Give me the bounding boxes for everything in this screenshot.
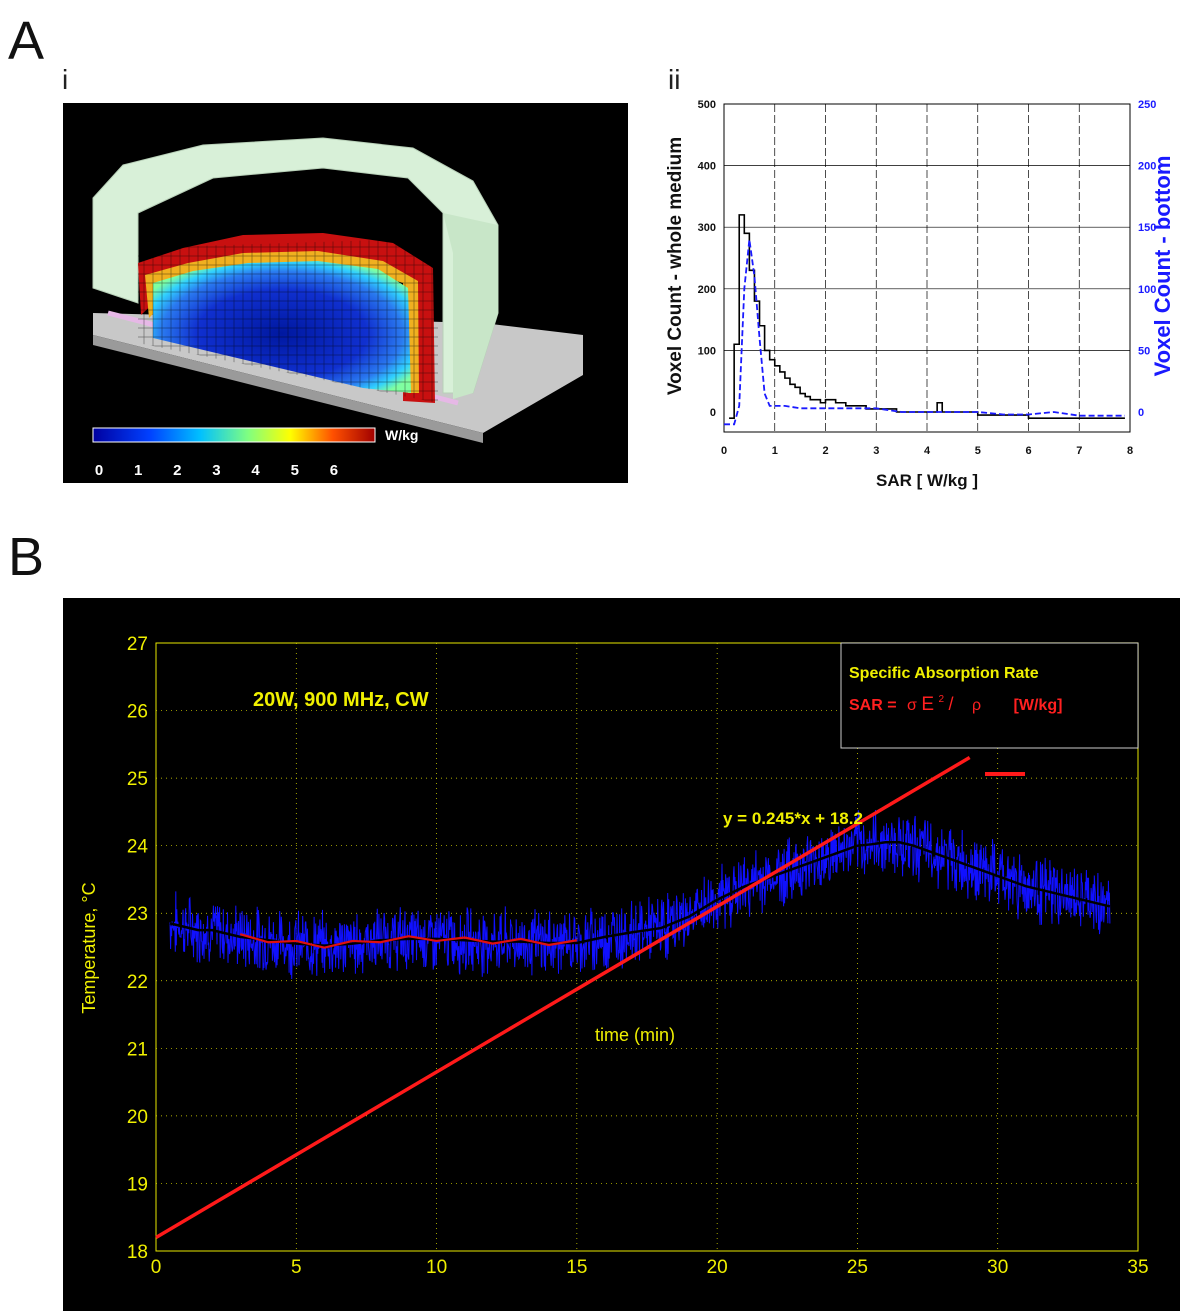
hist-y-tick-left-400: 400 bbox=[698, 161, 716, 173]
hist-x-tick-1: 1 bbox=[772, 445, 778, 457]
sar-voxel-rendering: W/kg 0 1 2 3 4 5 6 bbox=[63, 103, 628, 483]
hist-x-tick-3: 3 bbox=[873, 445, 879, 457]
hist-x-tick-5: 5 bbox=[975, 445, 981, 457]
hist-y-tick-right-100: 100 bbox=[1138, 284, 1156, 296]
colorbar-tick-5: 5 bbox=[291, 462, 299, 479]
hist-x-label: SAR [ W/kg ] bbox=[876, 471, 978, 490]
hist-y-ticks-right: 0 50 100 150 200 250 bbox=[1138, 99, 1156, 419]
temp-grid bbox=[156, 643, 1138, 1251]
hist-y-tick-right-0: 0 bbox=[1138, 407, 1144, 419]
subpanel-ii-label: ii bbox=[668, 64, 681, 95]
colorbar bbox=[92, 427, 376, 443]
sar-formula-rho: ρ bbox=[972, 697, 981, 714]
voxel-grid bbox=[138, 238, 438, 403]
hist-grid bbox=[724, 104, 1130, 432]
container-right-wall bbox=[443, 213, 498, 399]
temp-y-tick-25: 25 bbox=[127, 769, 148, 790]
hist-y-tick-right-50: 50 bbox=[1138, 345, 1150, 357]
hist-x-ticks: 0 1 2 3 4 5 6 7 8 bbox=[721, 445, 1133, 457]
panel-a-label: A bbox=[8, 11, 45, 71]
temp-x-tick-0: 0 bbox=[151, 1257, 162, 1278]
colorbar-tick-0: 0 bbox=[95, 462, 103, 479]
colorbar-unit: W/kg bbox=[385, 427, 418, 443]
hist-series bbox=[724, 214, 1125, 426]
temp-linear-fit bbox=[155, 755, 971, 1239]
histogram-svg: 0 1 2 3 4 5 6 7 8 0 100 200 300 400 500 0 50 100 150 200 2… bbox=[665, 99, 1175, 490]
subpanel-i-label: i bbox=[62, 64, 69, 95]
hist-plot-area bbox=[723, 103, 1131, 433]
temp-y-tick-18: 18 bbox=[127, 1242, 148, 1263]
temp-x-tick-30: 30 bbox=[987, 1257, 1008, 1278]
colorbar-tick-2: 2 bbox=[173, 462, 181, 479]
temp-y-ticks: 18 19 20 21 22 23 24 25 26 27 bbox=[127, 634, 149, 1263]
temp-y-tick-19: 19 bbox=[127, 1174, 148, 1195]
temperature-chart: 0 5 10 15 20 25 30 35 18 19 20 21 22 23 24 25 26 27 Spec… bbox=[63, 598, 1180, 1311]
temp-y-tick-26: 26 bbox=[127, 702, 148, 723]
hist-y-ticks-left: 0 100 200 300 400 500 bbox=[698, 99, 716, 419]
hist-y-tick-left-300: 300 bbox=[698, 222, 716, 234]
colorbar-tick-4: 4 bbox=[251, 462, 260, 479]
hist-y-tick-right-200: 200 bbox=[1138, 161, 1156, 173]
hist-x-tick-7: 7 bbox=[1076, 445, 1082, 457]
temp-x-tick-15: 15 bbox=[566, 1257, 587, 1278]
hist-y-label-left: Voxel Count - whole medium bbox=[665, 137, 686, 395]
hist-x-tick-4: 4 bbox=[924, 445, 931, 457]
sar-legend-title: Specific Absorption Rate bbox=[849, 665, 1039, 682]
colorbar-tick-3: 3 bbox=[212, 462, 220, 479]
sar-formula-slash: / bbox=[949, 694, 954, 714]
temp-x-tick-35: 35 bbox=[1127, 1257, 1148, 1278]
temp-y-tick-23: 23 bbox=[127, 904, 148, 925]
voxel-render-svg: W/kg 0 1 2 3 4 5 6 bbox=[92, 137, 583, 479]
colorbar-ticks: 0 1 2 3 4 5 6 bbox=[95, 462, 338, 479]
hist-y-tick-right-150: 150 bbox=[1138, 222, 1156, 234]
colorbar-tick-6: 6 bbox=[330, 462, 338, 479]
colorbar-tick-1: 1 bbox=[134, 462, 142, 479]
temp-x-tick-5: 5 bbox=[291, 1257, 302, 1278]
temperature-svg: 0 5 10 15 20 25 30 35 18 19 20 21 22 23 24 25 26 27 Spec… bbox=[79, 634, 1149, 1278]
hist-x-tick-2: 2 bbox=[822, 445, 828, 457]
temp-y-tick-27: 27 bbox=[127, 634, 148, 655]
temp-y-tick-24: 24 bbox=[127, 837, 149, 858]
hist-x-tick-8: 8 bbox=[1127, 445, 1133, 457]
sar-legend-formula: SAR = σ E 2 / ρ [W/kg] bbox=[849, 689, 1062, 715]
sar-formula-sup: 2 bbox=[939, 694, 945, 705]
sar-formula-e: E bbox=[921, 694, 934, 715]
panel-b-label: B bbox=[8, 527, 45, 587]
temp-y-tick-21: 21 bbox=[127, 1039, 148, 1060]
hist-x-tick-0: 0 bbox=[721, 445, 727, 457]
temp-smoothed-series bbox=[169, 841, 1111, 949]
sar-legend-box bbox=[840, 642, 1139, 749]
hist-x-tick-6: 6 bbox=[1025, 445, 1031, 457]
temp-y-label: Temperature, °C bbox=[79, 882, 99, 1013]
sar-formula-unit: [W/kg] bbox=[1014, 697, 1063, 714]
temp-x-tick-10: 10 bbox=[426, 1257, 447, 1278]
condition-annotation: 20W, 900 MHz, CW bbox=[253, 689, 429, 711]
base-slab-edge bbox=[93, 335, 483, 443]
hist-y-tick-left-0: 0 bbox=[710, 407, 716, 419]
temp-y-tick-22: 22 bbox=[127, 972, 148, 993]
temp-x-ticks: 0 5 10 15 20 25 30 35 bbox=[151, 1257, 1149, 1278]
temp-x-label: time (min) bbox=[595, 1025, 675, 1045]
sar-formula-sigma: σ bbox=[907, 697, 917, 714]
hist-series-bottom bbox=[724, 239, 1125, 426]
sar-histogram-chart: 0 1 2 3 4 5 6 7 8 0 100 200 300 400 500 0 50 100 150 200 2… bbox=[655, 90, 1175, 500]
hist-y-tick-right-250: 250 bbox=[1138, 99, 1156, 111]
temp-fit-line bbox=[155, 755, 971, 1239]
hist-y-tick-left-100: 100 bbox=[698, 345, 716, 357]
hist-y-tick-left-500: 500 bbox=[698, 99, 716, 111]
temp-baseline-segment bbox=[239, 933, 578, 949]
temp-x-tick-25: 25 bbox=[847, 1257, 868, 1278]
hist-y-tick-left-200: 200 bbox=[698, 284, 716, 296]
hist-y-label-right: Voxel Count - bottom bbox=[1150, 156, 1175, 377]
fit-equation: y = 0.245*x + 18.2 bbox=[723, 809, 863, 828]
temp-y-tick-20: 20 bbox=[127, 1107, 148, 1128]
temp-x-tick-20: 20 bbox=[707, 1257, 728, 1278]
sar-formula-sar: SAR = bbox=[849, 697, 897, 714]
